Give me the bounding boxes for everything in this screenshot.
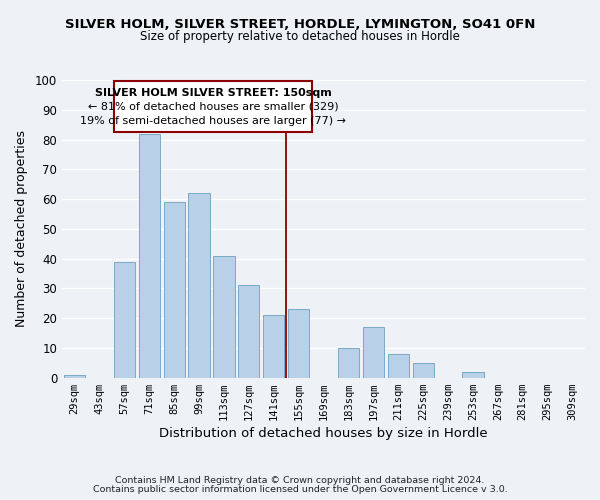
Y-axis label: Number of detached properties: Number of detached properties (15, 130, 28, 328)
Text: SILVER HOLM, SILVER STREET, HORDLE, LYMINGTON, SO41 0FN: SILVER HOLM, SILVER STREET, HORDLE, LYMI… (65, 18, 535, 30)
FancyBboxPatch shape (115, 82, 313, 132)
Bar (363, 327, 384, 378)
Bar (164, 202, 185, 378)
Bar (64, 374, 85, 378)
X-axis label: Distribution of detached houses by size in Hordle: Distribution of detached houses by size … (159, 427, 488, 440)
Bar (238, 286, 259, 378)
Bar (288, 309, 309, 378)
Text: Size of property relative to detached houses in Hordle: Size of property relative to detached ho… (140, 30, 460, 43)
Bar (338, 348, 359, 378)
Text: ← 81% of detached houses are smaller (329): ← 81% of detached houses are smaller (32… (88, 102, 338, 112)
Bar (413, 363, 434, 378)
Bar (463, 372, 484, 378)
Bar (263, 315, 284, 378)
Bar (139, 134, 160, 378)
Text: Contains public sector information licensed under the Open Government Licence v : Contains public sector information licen… (92, 485, 508, 494)
Bar (188, 193, 209, 378)
Bar (214, 256, 235, 378)
Text: 19% of semi-detached houses are larger (77) →: 19% of semi-detached houses are larger (… (80, 116, 346, 126)
Text: Contains HM Land Registry data © Crown copyright and database right 2024.: Contains HM Land Registry data © Crown c… (115, 476, 485, 485)
Bar (114, 262, 135, 378)
Bar (388, 354, 409, 378)
Text: SILVER HOLM SILVER STREET: 150sqm: SILVER HOLM SILVER STREET: 150sqm (95, 88, 332, 98)
